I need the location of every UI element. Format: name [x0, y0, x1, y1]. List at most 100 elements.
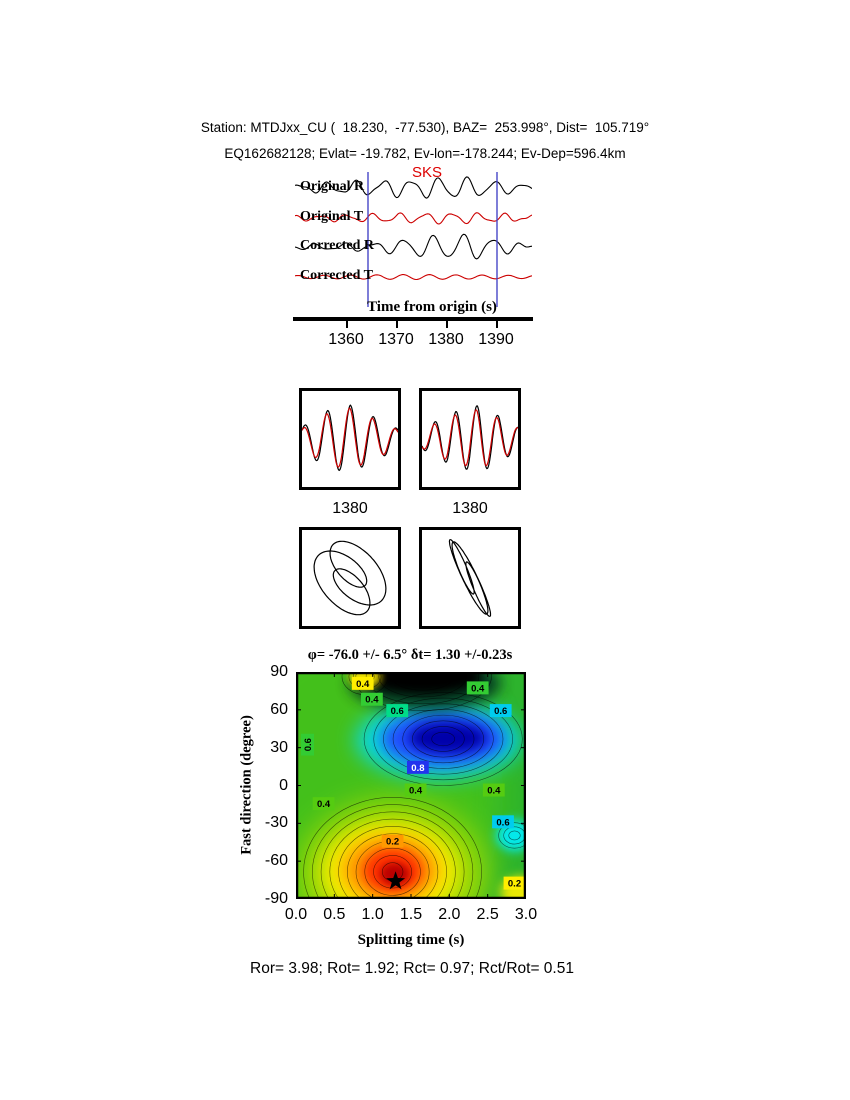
time-tick-mark: [446, 321, 448, 328]
xtick-2.5: 2.5: [476, 906, 499, 923]
time-tick-1370: 1370: [378, 331, 414, 348]
contour-level-label: 0.6: [489, 704, 512, 718]
contour-level-label: 0.4: [312, 797, 335, 811]
svg-text:0.2: 0.2: [386, 837, 399, 848]
compare-trace-1-1: [422, 409, 518, 467]
svg-text:0.4: 0.4: [471, 683, 485, 694]
time-tick-mark: [496, 321, 498, 328]
contour-line: [353, 672, 492, 711]
contour-line: [363, 692, 523, 786]
svg-text:0.4: 0.4: [487, 786, 501, 797]
ytick-60: 60: [270, 700, 288, 718]
contour-line: [498, 822, 526, 849]
contour-line: [421, 726, 465, 752]
ytick--30: -30: [264, 814, 288, 832]
contour-line: [364, 847, 421, 896]
contour-level-label: 0.4: [361, 692, 383, 706]
particle-motion-plot-2: [448, 539, 492, 617]
contour-line: [373, 697, 513, 781]
svg-text:0.4: 0.4: [317, 799, 331, 810]
splitting-result-title: φ= -76.0 +/- 6.5° δt= 1.30 +/-0.23s: [307, 647, 513, 663]
particle-motion-box-2: [419, 527, 521, 629]
waveform-compare-plot-1: [302, 404, 398, 472]
contour-line: [391, 672, 454, 691]
splitting-error-surface-plot: 0.4 0.4 0.6 0.4 0.6 0.6 0.8 0.4 0.4 0.4 0.6 0.2 0.2: [296, 672, 526, 899]
particle-motion-curve-1: [448, 539, 492, 617]
best-fit-star: [386, 871, 406, 890]
svg-text:0.6: 0.6: [496, 817, 509, 828]
contour-level-label: 0.4: [351, 676, 374, 690]
ytick-30: 30: [270, 738, 288, 756]
contour-level-label: 0.4: [466, 681, 489, 695]
contour-line: [402, 714, 484, 764]
xtick-3.0: 3.0: [514, 906, 538, 923]
contour-level-label: 0.4: [404, 783, 427, 797]
time-tick-1390: 1390: [478, 331, 514, 348]
contour-line: [403, 672, 442, 684]
time-tick-1380: 1380: [428, 331, 464, 348]
waveform-compare-plot-2: [422, 405, 518, 470]
contour-level-label: 0.4: [482, 783, 505, 797]
xtick-0.0: 0.0: [284, 906, 308, 923]
trace-label-1: Original T: [300, 209, 364, 224]
ytick-0: 0: [279, 776, 288, 794]
time-tick-1360: 1360: [328, 331, 364, 348]
contour-level-label: 0.2: [503, 876, 526, 890]
trace-label-3: Corrected T: [300, 268, 373, 283]
svg-text:0.4: 0.4: [409, 786, 423, 797]
contour-line: [312, 804, 474, 899]
time-tick-mark: [396, 321, 398, 328]
contour-line: [412, 720, 475, 758]
trace-label-0: Original R: [300, 179, 365, 194]
particle-motion-plot-1: [313, 540, 387, 616]
contour-plot-border: [296, 672, 526, 899]
xtick-1.5: 1.5: [399, 906, 423, 923]
contour-level-label: 0.8: [407, 760, 429, 774]
svg-text:0.6: 0.6: [391, 706, 404, 717]
svg-text:0.8: 0.8: [411, 763, 424, 774]
contour-level-label: 0.6: [492, 815, 514, 829]
waveform-compare-box-1: [299, 388, 401, 490]
ytick--90: -90: [264, 890, 288, 907]
contour-line: [508, 830, 521, 841]
station-info-line: Station: MTDJxx_CU ( 18.230, -77.530), B…: [200, 120, 650, 135]
svg-text:0.4: 0.4: [365, 695, 379, 706]
seismogram-trace-0: [295, 176, 532, 199]
contour-line: [365, 672, 480, 705]
seismogram-trace-2: [295, 233, 532, 260]
svg-text:0.2: 0.2: [508, 879, 521, 890]
event-info-line: EQ162682128; Evlat= -19.782, Ev-lon=-178…: [224, 146, 626, 161]
phase-label: SKS: [412, 164, 443, 181]
contour-line: [347, 833, 439, 899]
contour-line: [320, 811, 465, 899]
contour-line: [378, 672, 467, 698]
seismogram-trace-3: [295, 274, 532, 281]
svg-text:0.6: 0.6: [494, 706, 507, 717]
compare-box-2-label: 1380: [452, 500, 488, 517]
ytick--60: -60: [264, 852, 288, 870]
trace-label-2: Corrected R: [300, 238, 374, 253]
xtick-0.5: 0.5: [323, 906, 346, 923]
compare-trace-0-0: [302, 404, 398, 472]
xtick-2.0: 2.0: [438, 906, 461, 923]
particle-motion-curve-0: [313, 540, 387, 616]
xtick-1.0: 1.0: [361, 906, 384, 923]
compare-trace-1-0: [422, 405, 518, 470]
svg-text:0.4: 0.4: [356, 679, 370, 690]
time-tick-mark: [346, 321, 348, 328]
x-axis-title: Splitting time (s): [357, 932, 465, 948]
contour-line: [392, 709, 494, 769]
contour-line: [303, 797, 482, 899]
contour-level-label: 0.6: [386, 704, 409, 718]
particle-motion-box-1: [299, 527, 401, 629]
compare-trace-0-1: [302, 407, 398, 468]
quality-metrics-line: Ror= 3.98; Rot= 1.92; Rct= 0.97; Rct/Rot…: [250, 960, 574, 977]
contour-line: [338, 826, 447, 899]
contour-level-label: 0.2: [381, 834, 404, 848]
time-axis-line: [293, 317, 533, 321]
svg-text:0.6: 0.6: [303, 738, 314, 751]
waveform-compare-box-2: [419, 388, 521, 490]
contour-line: [431, 731, 455, 747]
contour-line: [383, 703, 504, 775]
